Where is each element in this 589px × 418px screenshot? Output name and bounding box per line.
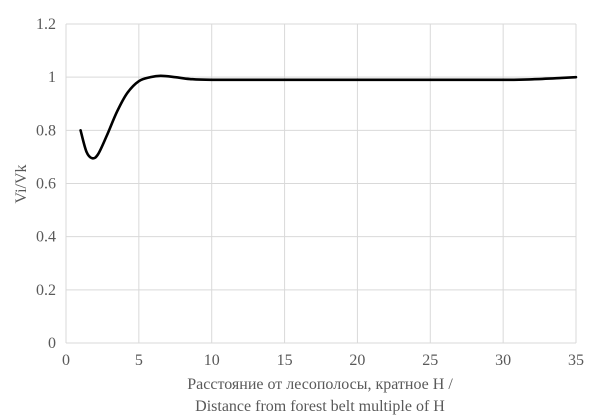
- x-axis-title-line1: Расстояние от лесополосы, кратное Н /: [187, 376, 453, 393]
- y-tick-label: 0.6: [36, 176, 56, 193]
- y-tick-label: 0.8: [36, 122, 56, 139]
- series-line: [79, 74, 578, 160]
- y-tick-label: 0: [48, 335, 56, 352]
- x-tick-label: 30: [495, 352, 511, 369]
- y-tick-label: 1: [48, 69, 56, 86]
- x-tick-label: 15: [277, 352, 293, 369]
- gridlines: [65, 23, 577, 344]
- x-axis-ticks: 0 5 10 15 20 25 30 35: [62, 352, 584, 369]
- x-tick-label: 20: [349, 352, 365, 369]
- x-tick-label: 10: [204, 352, 220, 369]
- x-axis-title-line2: Distance from forest belt multiple of H: [195, 398, 445, 415]
- y-axis-title: Vi/Vk: [13, 164, 30, 203]
- series-layer: [79, 74, 578, 160]
- x-tick-label: 35: [568, 352, 584, 369]
- y-tick-label: 1.2: [36, 16, 56, 33]
- y-tick-label: 0.4: [36, 229, 56, 246]
- y-axis-ticks: 0 0.2 0.4 0.6 0.8 1 1.2: [36, 16, 56, 352]
- x-tick-label: 25: [422, 352, 438, 369]
- x-tick-label: 5: [135, 352, 143, 369]
- x-tick-label: 0: [62, 352, 70, 369]
- y-tick-label: 0.2: [36, 282, 56, 299]
